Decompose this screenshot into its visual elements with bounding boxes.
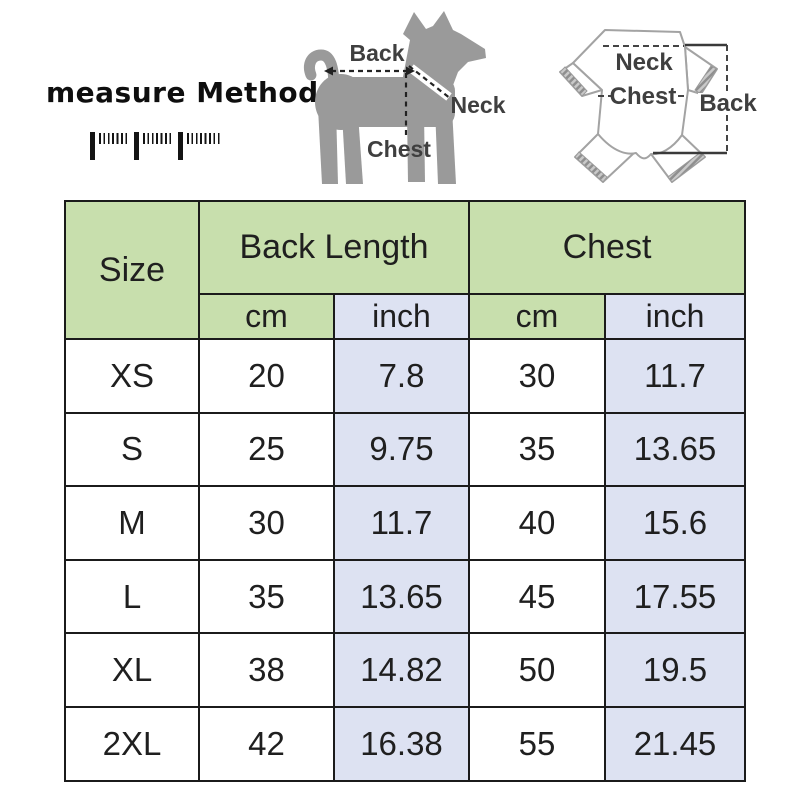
table-subheader-row: cm inch cm inch [65, 293, 747, 340]
cell-back-inch: 13.65 [333, 558, 470, 635]
subheader-back-cm: cm [198, 293, 335, 340]
cell-chest-inch: 13.65 [603, 411, 747, 488]
col-header-back-length: Back Length [198, 200, 470, 295]
subheader-chest-cm: cm [468, 293, 606, 340]
label-backdrop [612, 85, 674, 106]
cell-back-inch: 11.7 [333, 485, 470, 561]
garment-neck-label: Neck [615, 49, 673, 76]
table-row: 2XL 42 16.38 55 21.45 [64, 705, 747, 782]
dog-measurement-diagram: Back Neck Chest [303, 11, 506, 184]
page-title: measure Method [46, 76, 319, 109]
ruler-tick-major [90, 132, 95, 160]
ruler-icon [88, 132, 226, 162]
garment-measurement-diagram: Neck Chest Back [559, 29, 758, 183]
cell-chest-inch: 15.6 [603, 485, 747, 561]
subheader-chest-inch: inch [603, 293, 747, 340]
garment-cuff [559, 66, 588, 97]
garment-cuff [694, 65, 718, 95]
cell-back-cm: 30 [198, 485, 335, 561]
dog-chest-label: Chest [367, 136, 431, 162]
cell-chest-cm: 45 [468, 558, 606, 635]
table-row: S 25 9.75 35 13.65 [64, 411, 747, 488]
table-row: XS 20 7.8 30 11.7 [64, 338, 747, 414]
cell-chest-cm: 35 [468, 411, 606, 488]
cell-back-inch: 16.38 [333, 705, 470, 782]
cell-chest-inch: 21.45 [603, 705, 747, 782]
cell-size: S [64, 411, 200, 488]
cell-back-inch: 14.82 [333, 632, 470, 708]
dog-front-leg [407, 112, 425, 182]
garment-back-label: Back [699, 90, 757, 117]
dog-neck-label: Neck [451, 92, 506, 118]
col-header-size: Size [64, 200, 200, 340]
garment-chest-label: Chest [610, 83, 677, 110]
cell-size: XS [64, 338, 200, 414]
garment-cuffs [559, 65, 718, 183]
ruler-tick-minor-group [99, 133, 130, 144]
col-header-chest: Chest [467, 200, 747, 295]
cell-back-cm: 20 [198, 338, 335, 414]
dog-back-arrow-left [324, 66, 333, 76]
ruler-tick-major [134, 132, 139, 160]
cell-chest-cm: 55 [468, 705, 606, 782]
dog-back-arrow-right [406, 66, 415, 76]
table-row: M 30 11.7 40 15.6 [64, 485, 747, 561]
table-row: XL 38 14.82 50 19.5 [64, 632, 747, 708]
dog-rear-leg [342, 114, 363, 184]
cell-size: M [64, 485, 200, 561]
cell-back-cm: 42 [198, 705, 335, 782]
cell-chest-cm: 50 [468, 632, 606, 708]
cell-chest-inch: 11.7 [603, 338, 747, 414]
cell-back-cm: 38 [198, 632, 335, 708]
ruler-tick-minor-group [187, 133, 221, 144]
garment-cuff [574, 151, 608, 183]
subheader-back-inch: inch [333, 293, 470, 340]
ruler-tick-major [178, 132, 183, 160]
cell-size: 2XL [64, 705, 200, 782]
cell-chest-cm: 40 [468, 485, 606, 561]
cell-chest-cm: 30 [468, 338, 606, 414]
cell-back-inch: 7.8 [333, 338, 470, 414]
table-header-row: Size Back Length Chest [64, 200, 747, 340]
cell-back-inch: 9.75 [333, 411, 470, 488]
cell-back-cm: 35 [198, 558, 335, 635]
label-backdrop [698, 93, 758, 115]
size-table: Size Back Length Chest cm inch cm inch X… [64, 200, 747, 782]
cell-size: XL [64, 632, 200, 708]
ruler-tick-minor-group [143, 133, 174, 144]
cell-size: L [64, 558, 200, 635]
table-row: L 35 13.65 45 17.55 [64, 558, 747, 635]
cell-chest-inch: 19.5 [603, 632, 747, 708]
cell-back-cm: 25 [198, 411, 335, 488]
cell-chest-inch: 17.55 [603, 558, 747, 635]
dog-back-label: Back [350, 40, 405, 66]
